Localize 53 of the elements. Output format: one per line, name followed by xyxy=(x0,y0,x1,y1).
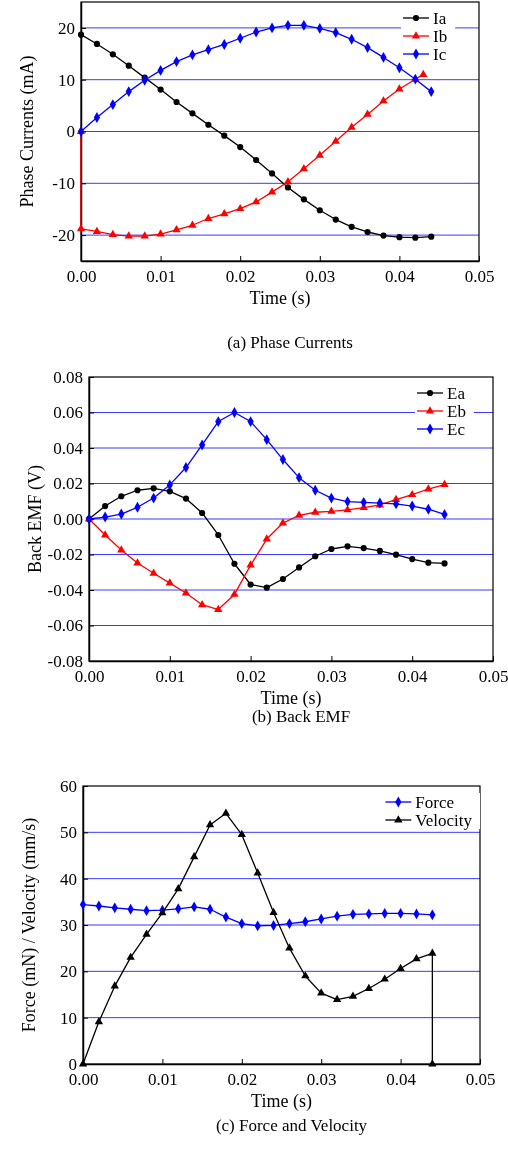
legend-label: Ic xyxy=(433,45,447,64)
y-tick-label: 0.08 xyxy=(53,367,83,387)
y-axis-title: Back EMF (V) xyxy=(25,465,46,573)
y-tick-label: 10 xyxy=(58,70,75,90)
y-tick-label: 0.06 xyxy=(53,403,83,423)
x-tick-label: 0.05 xyxy=(478,667,508,687)
x-tick-label: 0.04 xyxy=(397,667,429,687)
x-tick-label: 0.02 xyxy=(225,267,256,287)
y-tick-label: -0.02 xyxy=(47,545,83,565)
x-tick-label: 0.02 xyxy=(236,667,266,687)
text: (b) Back EMF xyxy=(251,707,351,726)
legend-label: Ib xyxy=(433,27,448,46)
y-tick-label: -20 xyxy=(52,226,75,246)
x-tick-label: 0.03 xyxy=(317,667,347,687)
y-tick-label: 20 xyxy=(60,962,77,982)
y-tick-label: 30 xyxy=(60,915,77,935)
y-tick-label: 0.04 xyxy=(53,438,84,458)
legend-label: Velocity xyxy=(415,811,473,830)
y-tick-label: 60 xyxy=(60,776,77,796)
x-tick-label: 0.04 xyxy=(385,267,416,287)
y-tick-label: -0.04 xyxy=(47,580,84,600)
y-tick-label: 0.00 xyxy=(53,509,83,529)
y-tick-label: -0.06 xyxy=(47,616,83,636)
y-axis-title: Force (mN) / Velocity (mm/s) xyxy=(19,817,40,1033)
y-tick-label: 50 xyxy=(60,823,77,843)
x-tick-label: 0.04 xyxy=(386,1070,417,1090)
y-tick-label: 40 xyxy=(60,869,77,889)
x-tick-label: 0.01 xyxy=(148,1070,178,1090)
legend-label: Ea xyxy=(447,384,466,403)
x-axis-title: Time (s) xyxy=(260,688,322,709)
x-tick-label: 0.03 xyxy=(306,1070,337,1090)
legend-label: Force xyxy=(415,793,455,812)
x-axis-title: Time (s) xyxy=(249,288,311,309)
y-tick-label: 20 xyxy=(58,18,75,38)
y-tick-label: 0 xyxy=(68,1054,77,1074)
x-tick-label: 0.01 xyxy=(155,667,186,687)
legend-label: Ia xyxy=(433,9,447,28)
y-tick-label: 0.02 xyxy=(53,474,83,494)
x-tick-label: 0.05 xyxy=(464,267,495,287)
x-tick-label: 0.02 xyxy=(227,1070,258,1090)
x-tick-label: 0.03 xyxy=(305,267,336,287)
legend-label: Eb xyxy=(447,402,466,421)
y-tick-label: -0.08 xyxy=(47,651,83,671)
x-tick-label: 0.01 xyxy=(146,267,176,287)
text: (c) Force and Velocity xyxy=(215,1116,368,1135)
y-axis-title: Phase Currents (mA) xyxy=(17,55,38,208)
x-axis-title: Time (s) xyxy=(251,1091,312,1112)
x-tick-label: 0.05 xyxy=(465,1070,496,1090)
legend-label: Ec xyxy=(447,420,466,439)
y-tick-label: 10 xyxy=(60,1008,77,1028)
y-tick-label: -10 xyxy=(52,174,75,194)
text: (a) Phase Currents xyxy=(227,333,353,352)
y-tick-label: 0 xyxy=(66,122,75,142)
